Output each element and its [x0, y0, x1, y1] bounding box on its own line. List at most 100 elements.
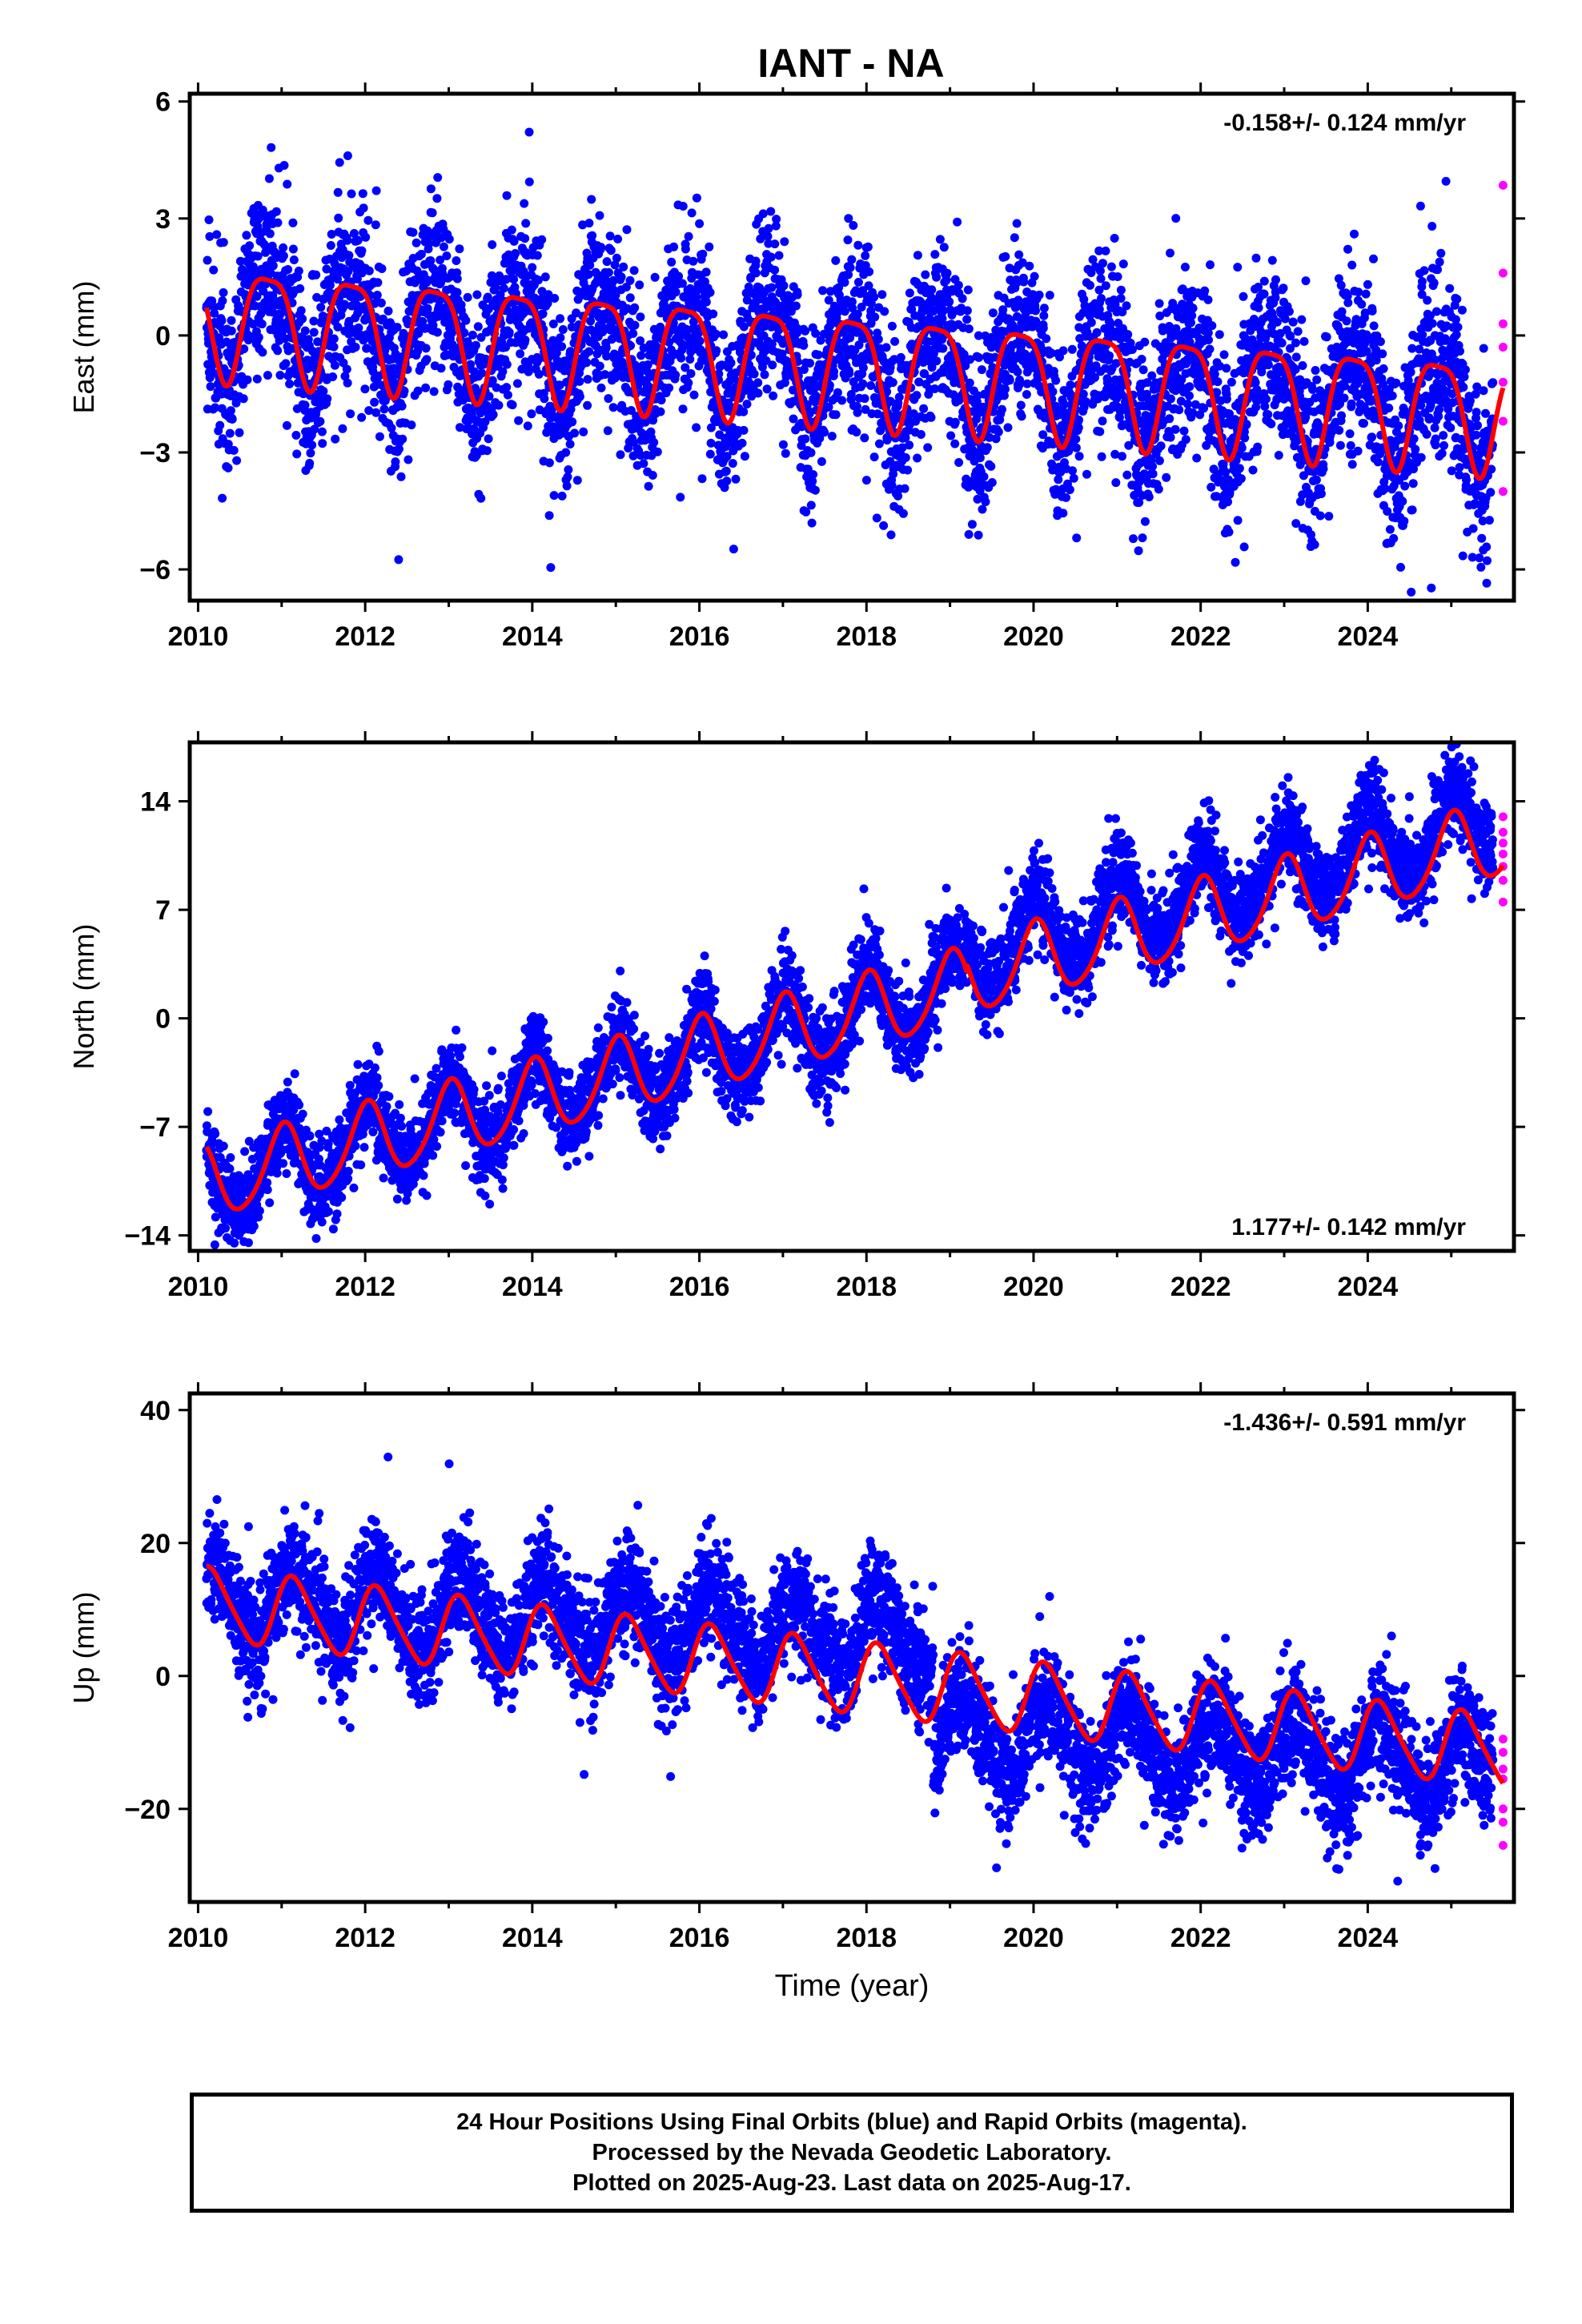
east-final-point-2134: [712, 346, 721, 356]
east-final-point-3718: [1092, 328, 1102, 337]
east-final-point-1505: [561, 448, 571, 457]
east-final-point-4414: [1259, 276, 1269, 286]
east-final-point-1493: [558, 325, 568, 334]
east-final-point-1389: [533, 275, 543, 285]
east-final-point-70: [219, 287, 228, 297]
east-final-point-180: [245, 241, 255, 251]
east-final-point-2540: [809, 470, 818, 479]
east-final-point-1452: [548, 320, 558, 328]
east-final-point-293: [271, 207, 281, 216]
east-final-point-3844: [1122, 470, 1132, 480]
east-final-point-2926: [903, 465, 913, 475]
east-final-point-4916: [1379, 364, 1388, 373]
east-final-point-4868: [1367, 432, 1376, 442]
east-final-point-706: [370, 397, 379, 407]
east-final-point-1579: [579, 427, 588, 436]
east-final-point-3176: [962, 315, 972, 324]
east-final-point-2745: [858, 379, 868, 388]
east-final-point-3225: [974, 530, 983, 540]
east-final-point-401: [298, 314, 307, 324]
east-final-point-2416: [778, 440, 788, 449]
east-final-point-1482: [556, 333, 565, 343]
east-final-point-4615: [1308, 384, 1317, 394]
east-final-point-2508: [801, 434, 810, 444]
east-final-point-1408: [538, 309, 548, 319]
east-final-point-3439: [1025, 261, 1034, 271]
east-final-point-3405: [1016, 400, 1026, 410]
east-final-point-1258: [502, 383, 512, 392]
east-final-point-4222: [1213, 377, 1223, 387]
east-final-point-3732: [1095, 266, 1105, 275]
east-final-point-921: [421, 383, 431, 392]
east-final-point-2255: [740, 452, 749, 461]
east-final-point-2092: [701, 297, 711, 307]
east-final-point-2112: [706, 438, 716, 448]
east-final-point-3179: [962, 306, 972, 316]
east-final-point-280: [268, 261, 278, 271]
east-final-point-393: [295, 283, 305, 293]
east-final-point-4323: [1237, 443, 1247, 452]
east-final-point-2790: [869, 292, 879, 302]
east-final-point-1612: [587, 195, 596, 204]
east-final-point-1959: [669, 242, 679, 251]
east-final-point-4295: [1231, 557, 1240, 567]
east-final-point-1435: [544, 458, 554, 468]
east-final-point-1133: [472, 290, 482, 300]
east-final-point-1290: [509, 236, 519, 246]
east-final-point-1060: [455, 423, 464, 432]
east-final-point-1336: [521, 219, 531, 228]
east-final-point-1333: [520, 336, 530, 344]
east-final-point-506: [322, 264, 331, 274]
east-final-point-4005: [1162, 472, 1171, 482]
east-final-point-1819: [636, 336, 645, 345]
east-final-point-4870: [1367, 306, 1377, 316]
east-final-point-2109: [705, 449, 715, 459]
east-final-point-883: [412, 238, 421, 247]
figure-title: IANT - NA: [757, 41, 944, 86]
east-final-point-1968: [671, 287, 681, 297]
east-final-point-2194: [726, 358, 736, 368]
east-final-point-869: [408, 227, 418, 237]
east-final-point-89: [223, 463, 233, 472]
east-final-point-3352: [1003, 423, 1013, 432]
east-final-point-3742: [1098, 259, 1107, 268]
east-final-point-4198: [1207, 321, 1217, 331]
east-final-point-1755: [620, 362, 629, 372]
east-final-point-460: [311, 270, 321, 279]
east-final-point-2747: [858, 363, 868, 372]
east-final-point-973: [433, 173, 443, 183]
east-final-point-3199: [967, 520, 977, 529]
east-final-point-1202: [488, 410, 498, 420]
east-final-point-97: [225, 428, 235, 438]
east-final-point-3458: [1030, 271, 1039, 281]
east-final-point-332: [281, 359, 291, 368]
east-final-point-2721: [853, 408, 862, 417]
east-final-point-323: [279, 251, 288, 260]
east-final-point-1602: [584, 347, 594, 356]
east-final-point-1196: [487, 271, 496, 280]
east-final-point-3408: [1017, 412, 1026, 421]
east-final-point-3819: [1116, 285, 1126, 295]
east-final-point-114: [229, 445, 239, 455]
east-final-point-2965: [912, 391, 921, 400]
east-final-point-2251: [739, 322, 749, 332]
east-final-point-2202: [728, 459, 737, 468]
east-final-point-903: [416, 249, 426, 259]
east-final-point-3818: [1116, 294, 1126, 303]
east-final-point-4954: [1387, 391, 1397, 400]
east-final-point-3822: [1118, 452, 1126, 461]
east-final-point-263: [264, 174, 274, 183]
east-final-point-3847: [1123, 330, 1133, 340]
east-final-point-1175: [482, 446, 492, 456]
east-final-point-3688: [1086, 280, 1094, 290]
east-final-point-2372: [769, 391, 778, 400]
east-final-point-3387: [1012, 219, 1022, 228]
east-final-point-1455: [549, 491, 559, 501]
east-final-point-3735: [1097, 294, 1106, 304]
east-final-point-3660: [1078, 389, 1088, 399]
east-final-point-4119: [1188, 304, 1198, 313]
east-final-point-4422: [1262, 394, 1271, 404]
east-final-point-2311: [753, 388, 763, 398]
east-final-point-2933: [905, 440, 914, 450]
east-final-point-2994: [919, 404, 929, 413]
